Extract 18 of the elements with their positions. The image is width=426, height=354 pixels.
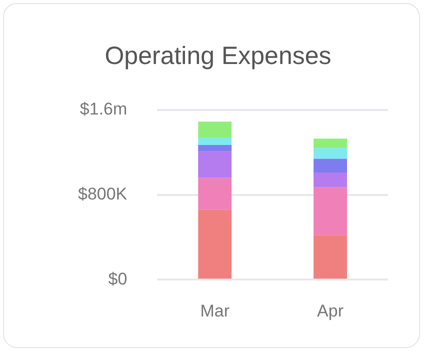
bar — [314, 172, 348, 188]
bar — [198, 144, 232, 152]
bar — [314, 138, 348, 148]
bar — [198, 210, 232, 279]
bar — [314, 235, 348, 279]
x-tick-label: Mar — [200, 301, 230, 320]
y-tick-label: $0 — [108, 269, 128, 288]
bar — [198, 178, 232, 210]
bar — [198, 151, 232, 178]
y-tick-label: $800K — [78, 184, 128, 204]
bar — [314, 158, 348, 173]
x-tick-label: Apr — [317, 301, 344, 320]
y-tick-label: $1.6m — [80, 100, 128, 119]
bar — [314, 148, 348, 159]
bar — [314, 187, 348, 236]
chart-title: Operating Expenses — [104, 42, 332, 70]
bar — [198, 138, 232, 145]
bar — [198, 122, 232, 138]
